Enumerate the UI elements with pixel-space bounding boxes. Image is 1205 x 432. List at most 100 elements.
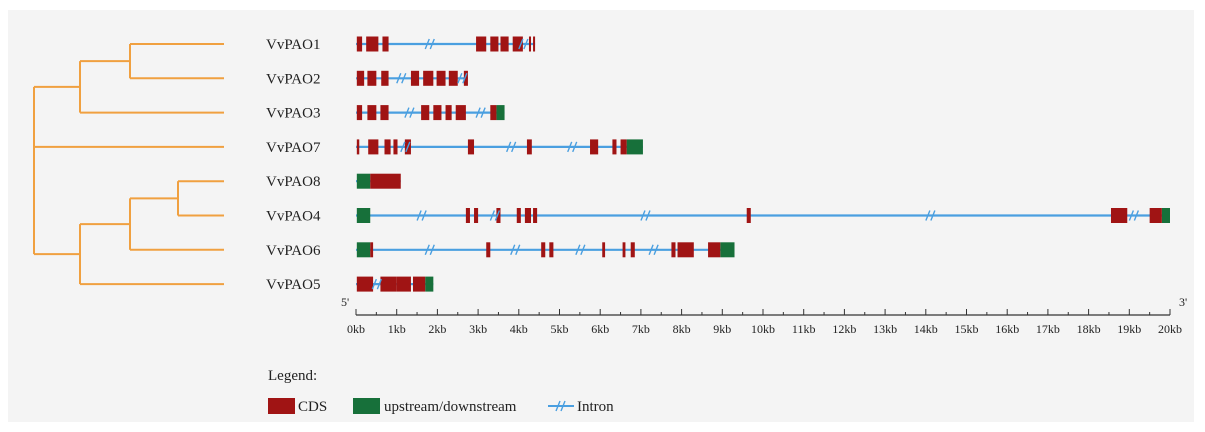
intron-break-mark: [489, 210, 501, 221]
cds-exon: [1110, 208, 1128, 223]
cds-exon: [356, 36, 363, 52]
cds-exon: [463, 70, 468, 86]
cds-exon: [746, 208, 751, 223]
legend-title: Legend:: [268, 368, 317, 384]
cds-exon: [356, 139, 360, 155]
utr-block: [720, 242, 735, 258]
axis-tick-label: 15kb: [955, 322, 979, 336]
legend-intron-break: [555, 400, 566, 412]
cds-exon: [356, 105, 363, 121]
cds-exon: [356, 276, 374, 292]
axis-tick-label: 5kb: [551, 322, 569, 336]
cds-exon: [381, 70, 389, 86]
utr-block: [1161, 208, 1170, 223]
axis-tick-label: 11kb: [792, 322, 816, 336]
intron-break-mark: [510, 244, 521, 256]
cds-exon: [368, 139, 379, 155]
axis-tick-label: 20kb: [1158, 322, 1182, 336]
cds-exon: [396, 276, 411, 292]
gene-label: VvPAO5: [266, 277, 320, 293]
cds-exon: [476, 36, 487, 52]
gene-labels: VvPAO1 VvPAO2 VvPAO3 VvPAO7 VvPAO8 VvPAO4 VvPA…: [266, 37, 321, 293]
gene-model: [356, 208, 1170, 223]
cds-exon: [496, 208, 501, 223]
cds-exon: [370, 242, 374, 258]
intron-break-mark: [648, 244, 659, 256]
gene-model: [356, 36, 536, 52]
legend-intron-symbol: [548, 400, 574, 412]
legend-cds-swatch: [268, 398, 295, 414]
intron-break-mark: [567, 141, 578, 153]
utr-block: [425, 276, 434, 292]
cds-exon: [436, 70, 446, 86]
utr-block: [626, 139, 643, 155]
cds-exon: [516, 208, 521, 223]
gene-label: VvPAO2: [266, 71, 320, 87]
cds-exon: [528, 36, 532, 52]
utr-block: [356, 173, 371, 189]
cds-exon: [541, 242, 546, 258]
cds-exon: [380, 105, 389, 121]
axis-tick-label: 8kb: [673, 322, 691, 336]
axis-tick-label: 1kb: [388, 322, 406, 336]
intron-break-mark: [404, 107, 415, 118]
cds-exon: [467, 139, 475, 155]
axis-tick-label: 7kb: [632, 322, 650, 336]
cds-exon: [380, 276, 397, 292]
gene-label: VvPAO7: [266, 140, 321, 156]
cds-exon: [448, 70, 458, 86]
intron-break-mark: [575, 244, 586, 256]
cds-exon: [412, 276, 426, 292]
gene-label: VvPAO4: [266, 209, 321, 225]
axis-tick-label: 3kb: [469, 322, 487, 336]
gene-structure-panel: VvPAO1 VvPAO2 VvPAO3 VvPAO7 VvPAO8 VvPAO4 VvPA…: [8, 10, 1194, 422]
axis-start-label: 5': [341, 295, 349, 309]
cds-exon: [370, 173, 401, 189]
cds-exon: [433, 105, 442, 121]
cds-exon: [549, 242, 554, 258]
legend-cds-label: CDS: [298, 399, 327, 415]
cds-exon: [612, 139, 617, 155]
gene-model: [356, 173, 401, 189]
cds-exon: [533, 208, 538, 223]
axis-tick-label: 16kb: [995, 322, 1019, 336]
axis-tick-label: 14kb: [914, 322, 938, 336]
cds-exon: [533, 36, 536, 52]
axis-tick-label: 2kb: [428, 322, 446, 336]
axis-tick-label: 0kb: [347, 322, 365, 336]
axis-end-label: 3': [1179, 295, 1187, 309]
axis-tick-label: 6kb: [591, 322, 609, 336]
cds-exon: [620, 139, 627, 155]
cds-exon: [524, 208, 532, 223]
cds-exon: [465, 208, 470, 223]
cds-exon: [512, 36, 523, 52]
cds-exon: [393, 139, 398, 155]
cds-exon: [622, 242, 626, 258]
intron-break-mark: [1128, 210, 1140, 221]
gene-models: [356, 36, 1170, 292]
cds-exon: [677, 242, 694, 258]
cds-exon: [382, 36, 389, 52]
intron-break-mark: [457, 73, 468, 84]
intron-break-mark: [506, 141, 517, 153]
gene-label: VvPAO1: [266, 37, 320, 53]
intron-break-mark: [371, 278, 382, 290]
gene-model: [356, 242, 735, 258]
gene-model: [356, 105, 505, 121]
intron-break-mark: [518, 38, 529, 50]
cds-exon: [526, 139, 532, 155]
cds-exon: [455, 105, 466, 121]
axis-tick-label: 17kb: [1036, 322, 1060, 336]
intron-break-mark: [400, 141, 411, 153]
utr-block: [356, 242, 371, 258]
cds-exon: [486, 242, 491, 258]
gene-label: VvPAO8: [266, 174, 320, 190]
intron-break-mark: [424, 38, 435, 50]
intron-break-mark: [925, 210, 936, 221]
cds-exon: [384, 139, 391, 155]
gene-model: [356, 139, 643, 155]
gene-model: [356, 70, 468, 86]
cds-exon: [421, 105, 430, 121]
cds-exon: [590, 139, 599, 155]
cds-exon: [671, 242, 676, 258]
